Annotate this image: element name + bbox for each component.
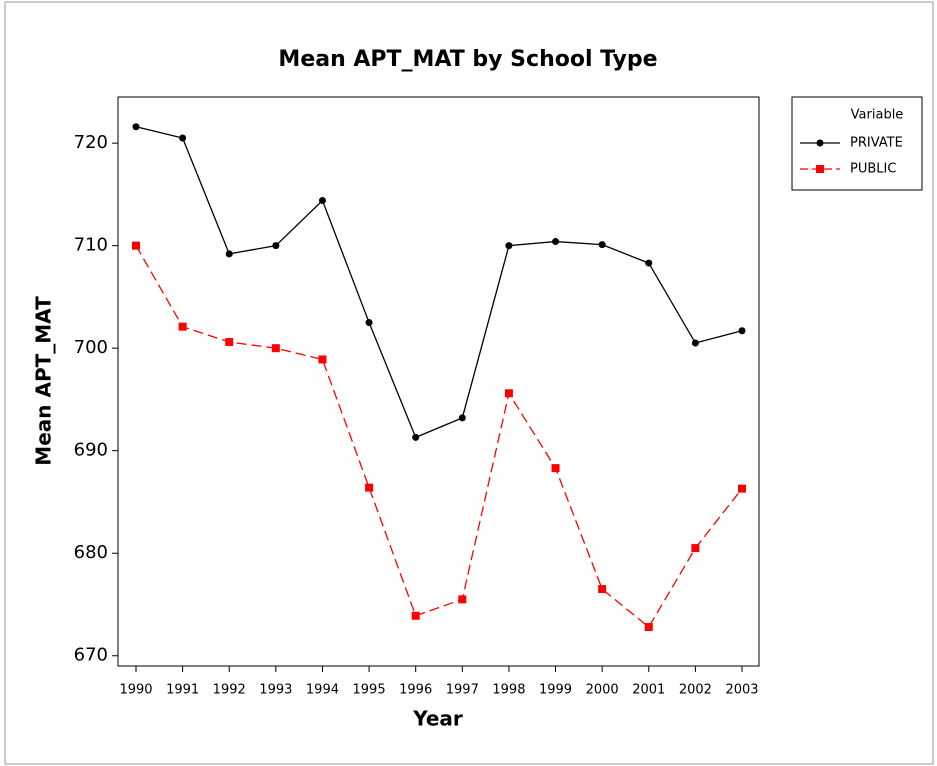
point xyxy=(179,134,187,142)
legend-title: Variable xyxy=(851,108,904,123)
plot-area xyxy=(117,96,760,667)
point xyxy=(132,241,140,250)
point xyxy=(318,197,326,205)
y-tick-label: 700 xyxy=(74,337,108,358)
legend-marker xyxy=(816,165,824,173)
point xyxy=(271,344,280,353)
point xyxy=(738,484,746,493)
point xyxy=(411,611,420,620)
y-tick-label: 680 xyxy=(74,542,108,563)
x-tick-label: 1999 xyxy=(539,683,572,698)
point xyxy=(458,595,467,604)
series-line xyxy=(135,126,743,439)
point xyxy=(318,355,327,364)
y-tick-label: 670 xyxy=(74,645,108,666)
point xyxy=(691,339,699,347)
y-axis-label: Mean APT_MAT xyxy=(32,296,56,466)
point xyxy=(644,623,653,632)
point xyxy=(738,327,746,335)
x-tick-label: 1993 xyxy=(259,683,292,698)
point xyxy=(412,433,420,441)
x-tick-label: 1992 xyxy=(213,683,246,698)
point xyxy=(365,319,373,327)
x-tick-label: 1998 xyxy=(492,683,525,698)
point xyxy=(551,464,560,473)
point xyxy=(598,585,607,594)
series-line xyxy=(135,245,743,629)
point xyxy=(504,389,513,398)
x-tick-label: 2002 xyxy=(679,683,712,698)
x-tick-label: 1994 xyxy=(306,683,339,698)
x-axis-label: Year xyxy=(412,707,463,731)
point xyxy=(225,250,233,258)
y-tick-label: 720 xyxy=(74,132,108,153)
y-tick-label: 690 xyxy=(74,440,108,461)
point xyxy=(505,242,513,250)
point xyxy=(691,544,700,553)
point xyxy=(132,123,140,131)
point xyxy=(458,414,466,422)
x-tick-label: 1996 xyxy=(399,683,432,698)
chart-title: Mean APT_MAT by School Type xyxy=(278,47,657,72)
point xyxy=(365,483,374,492)
legend-marker xyxy=(816,139,824,147)
point xyxy=(598,241,606,249)
x-tick-label: 1997 xyxy=(446,683,479,698)
point xyxy=(272,242,280,250)
x-tick-label: 1990 xyxy=(119,683,152,698)
legend-label: PRIVATE xyxy=(850,136,903,151)
y-tick-label: 710 xyxy=(74,235,108,256)
point xyxy=(645,259,653,267)
point xyxy=(225,338,234,347)
x-tick-label: 2003 xyxy=(725,683,758,698)
legend-label: PUBLIC xyxy=(850,162,896,177)
x-tick-label: 1995 xyxy=(353,683,386,698)
x-tick-label: 2000 xyxy=(586,683,619,698)
x-tick-label: 1991 xyxy=(166,683,199,698)
x-tick-label: 2001 xyxy=(632,683,665,698)
point xyxy=(552,238,560,246)
point xyxy=(178,322,187,331)
